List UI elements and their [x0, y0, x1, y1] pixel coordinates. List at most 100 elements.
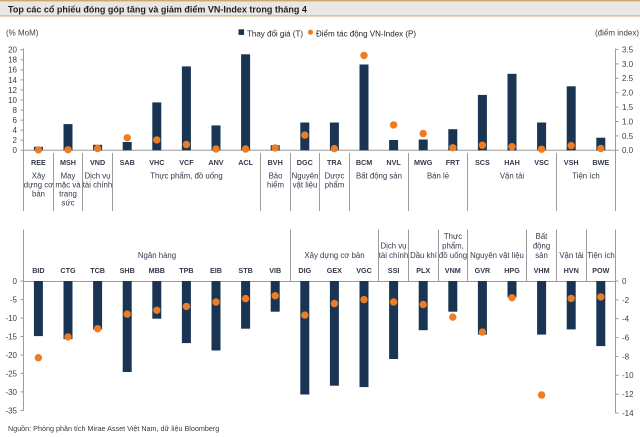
svg-text:tài chính: tài chính — [379, 251, 408, 260]
svg-text:ANV: ANV — [208, 158, 223, 167]
svg-text:0: 0 — [13, 277, 18, 286]
svg-text:hiểm: hiểm — [267, 181, 284, 190]
svg-text:HAH: HAH — [504, 158, 520, 167]
svg-text:TPB: TPB — [179, 266, 193, 275]
svg-text:VCF: VCF — [179, 158, 194, 167]
svg-text:Bảo: Bảo — [269, 172, 284, 181]
svg-text:20: 20 — [8, 46, 17, 55]
svg-text:sức: sức — [61, 199, 74, 208]
svg-text:động: động — [533, 242, 550, 251]
svg-text:4: 4 — [13, 126, 18, 135]
svg-text:Thay đổi giá (T): Thay đổi giá (T) — [247, 30, 303, 39]
svg-text:HPG: HPG — [504, 266, 520, 275]
svg-text:phẩm: phẩm — [325, 181, 345, 190]
svg-text:1.0: 1.0 — [622, 117, 634, 126]
svg-text:-12: -12 — [622, 390, 634, 399]
svg-text:NVL: NVL — [386, 158, 401, 167]
svg-text:Thực: Thực — [444, 232, 462, 241]
svg-text:BWE: BWE — [592, 158, 609, 167]
svg-text:Dầu khí: Dầu khí — [410, 251, 438, 260]
svg-text:Top các cổ phiếu đóng góp tăng: Top các cổ phiếu đóng góp tăng và giảm đ… — [8, 4, 307, 14]
svg-text:DGC: DGC — [297, 158, 313, 167]
svg-text:SHB: SHB — [120, 266, 135, 275]
svg-text:-15: -15 — [5, 332, 17, 341]
svg-text:Dịch vụ: Dịch vụ — [381, 242, 407, 251]
svg-text:FRT: FRT — [446, 158, 461, 167]
svg-text:May: May — [61, 172, 76, 181]
svg-text:TCB: TCB — [90, 266, 105, 275]
svg-text:đồ uống: đồ uống — [439, 251, 467, 260]
svg-text:-35: -35 — [5, 406, 17, 415]
svg-text:Dược: Dược — [325, 172, 345, 181]
svg-text:0.0: 0.0 — [622, 146, 634, 155]
svg-text:vật liệu: vật liệu — [293, 181, 318, 190]
svg-text:Vận tải: Vận tải — [500, 172, 525, 181]
svg-text:PLX: PLX — [416, 266, 430, 275]
svg-text:Dịch vụ: Dịch vụ — [85, 172, 111, 181]
svg-text:2.0: 2.0 — [622, 89, 634, 98]
svg-text:REE: REE — [31, 158, 46, 167]
svg-text:CTG: CTG — [60, 266, 76, 275]
svg-text:VSC: VSC — [534, 158, 549, 167]
svg-text:SSI: SSI — [388, 266, 400, 275]
svg-text:Xây dựng cơ bản: Xây dựng cơ bản — [304, 251, 364, 260]
svg-text:3.5: 3.5 — [622, 45, 634, 54]
svg-text:Bán lẻ: Bán lẻ — [427, 172, 449, 181]
svg-text:-10: -10 — [5, 314, 17, 323]
svg-text:-30: -30 — [5, 388, 17, 397]
svg-text:(% MoM): (% MoM) — [6, 29, 39, 38]
svg-text:1.5: 1.5 — [622, 103, 634, 112]
svg-text:mặc và: mặc và — [55, 181, 81, 190]
svg-text:Tiện ích: Tiện ích — [572, 172, 599, 181]
svg-text:BID: BID — [32, 266, 44, 275]
svg-text:SCS: SCS — [475, 158, 490, 167]
svg-text:DIG: DIG — [298, 266, 311, 275]
svg-text:Nguyên vật liệu: Nguyên vật liệu — [470, 251, 524, 260]
svg-text:-10: -10 — [622, 371, 634, 380]
svg-text:GVR: GVR — [475, 266, 491, 275]
svg-text:dựng cơ: dựng cơ — [24, 181, 53, 190]
svg-text:MWG: MWG — [414, 158, 433, 167]
svg-text:14: 14 — [8, 76, 17, 85]
svg-text:2.5: 2.5 — [622, 74, 634, 83]
svg-text:Tiện ích: Tiện ích — [587, 251, 614, 260]
svg-text:MBB: MBB — [149, 266, 165, 275]
svg-text:BVH: BVH — [268, 158, 283, 167]
svg-text:16: 16 — [8, 66, 17, 75]
svg-text:VND: VND — [90, 158, 105, 167]
svg-text:Vận tải: Vận tải — [559, 251, 584, 260]
svg-text:2: 2 — [13, 136, 18, 145]
svg-text:Bất: Bất — [536, 232, 549, 241]
svg-text:SAB: SAB — [120, 158, 135, 167]
svg-text:ACL: ACL — [238, 158, 253, 167]
svg-text:6: 6 — [13, 116, 18, 125]
svg-text:-6: -6 — [622, 334, 630, 343]
svg-text:Bất động sản: Bất động sản — [356, 172, 402, 181]
svg-text:TRA: TRA — [327, 158, 342, 167]
svg-text:STB: STB — [238, 266, 252, 275]
svg-text:POW: POW — [592, 266, 609, 275]
svg-text:10: 10 — [8, 96, 17, 105]
svg-text:Xây: Xây — [32, 172, 46, 181]
svg-text:HVN: HVN — [564, 266, 579, 275]
svg-text:BCM: BCM — [356, 158, 372, 167]
svg-text:Ngân hàng: Ngân hàng — [138, 251, 176, 260]
svg-text:-8: -8 — [622, 352, 630, 361]
svg-text:-25: -25 — [5, 369, 17, 378]
svg-text:(điểm index): (điểm index) — [595, 29, 639, 38]
svg-text:VNM: VNM — [445, 266, 461, 275]
svg-text:MSH: MSH — [60, 158, 76, 167]
svg-text:VIB: VIB — [269, 266, 281, 275]
svg-text:EIB: EIB — [210, 266, 222, 275]
svg-text:Nguyên: Nguyên — [292, 172, 319, 181]
svg-text:VHC: VHC — [149, 158, 164, 167]
svg-text:-20: -20 — [5, 351, 17, 360]
svg-text:0.5: 0.5 — [622, 132, 634, 141]
svg-text:phẩm,: phẩm, — [442, 242, 464, 251]
svg-text:-14: -14 — [622, 409, 634, 418]
svg-text:0: 0 — [13, 146, 18, 155]
svg-text:sản: sản — [535, 251, 548, 260]
svg-text:Thực phẩm, đồ uống: Thực phẩm, đồ uống — [150, 172, 222, 181]
svg-text:Điểm tác động VN-Index (P): Điểm tác động VN-Index (P) — [316, 30, 416, 39]
svg-text:-2: -2 — [622, 296, 630, 305]
